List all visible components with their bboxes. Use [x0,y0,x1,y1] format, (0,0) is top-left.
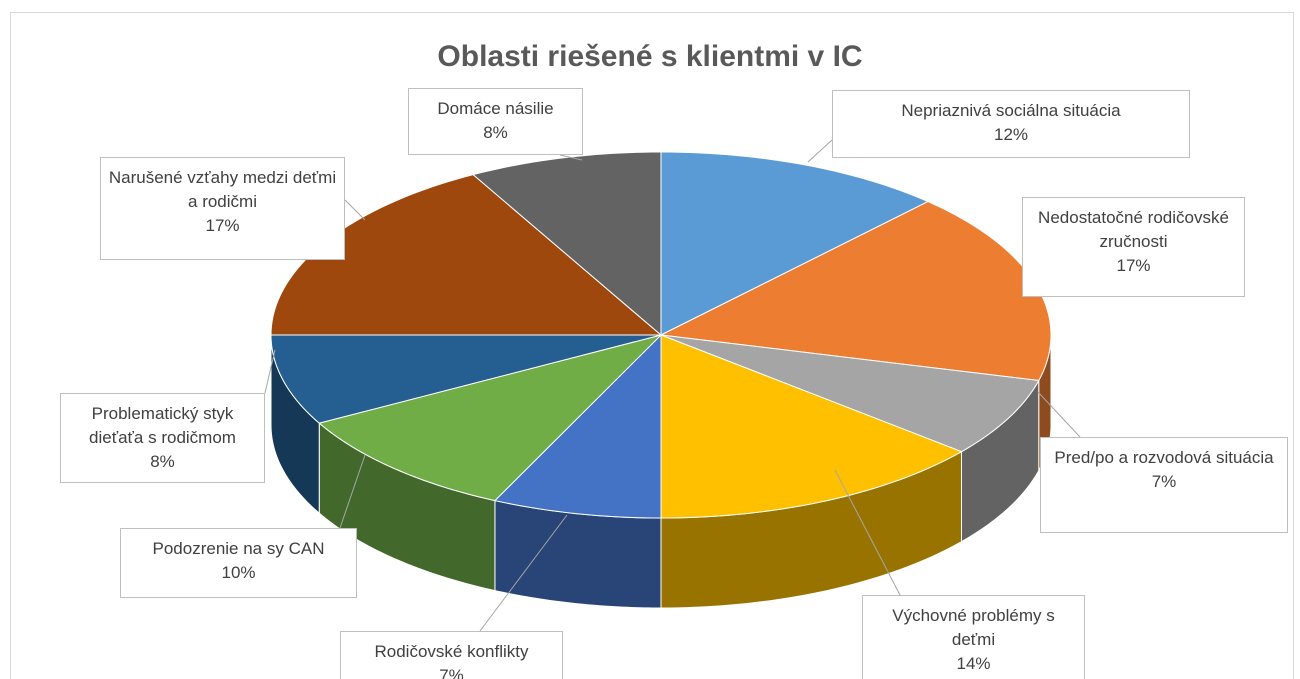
slice [472,151,662,337]
data-label: Problematický styk dieťaťa s rodičmom 8% [60,393,265,483]
slice [660,334,963,519]
data-label: Nepriaznivá sociálna situácia 12% [832,90,1190,158]
label-category: Pred/po a rozvodová situácia [1054,448,1274,467]
label-value: 17% [205,216,240,235]
data-label: Podozrenie na sy CAN 10% [120,528,357,598]
leader-line [264,349,276,394]
slice [270,334,662,424]
data-label: Nedostatočné rodičovské zručnosti 17% [1022,197,1245,297]
chart-title: Oblasti riešené s klientmi v IC [437,40,863,73]
label-category: Podozrenie na sy CAN [152,539,325,558]
label-category: Narušené vzťahy medzi deťmi a rodičmi [108,168,337,211]
data-label: Výchovné problémy s deťmi 14% [862,595,1085,679]
leader-line [559,154,583,161]
leader-line [1037,391,1081,438]
slice [660,334,1040,453]
leader-line [344,199,366,221]
label-category: Problematický styk dieťaťa s rodičmom [89,404,236,447]
label-category: Nedostatočné rodičovské zručnosti [1038,208,1229,251]
leader-line [834,469,901,596]
label-value: 7% [439,666,464,679]
leader-line [479,514,568,632]
slice [318,334,663,502]
label-category: Nepriaznivá sociálna situácia [901,101,1121,120]
label-category: Domáce násilie [437,99,554,118]
data-label: Domáce násilie 8% [408,88,583,155]
label-category: Rodičovské konflikty [374,642,529,661]
label-category: Výchovné problémy s deťmi [892,606,1055,649]
label-value: 14% [956,654,991,673]
label-value: 8% [483,123,508,142]
slice [660,151,930,336]
data-label: Pred/po a rozvodová situácia 7% [1040,437,1288,533]
leader-line [807,139,833,163]
data-label: Narušené vzťahy medzi deťmi a rodičmi 17% [100,157,345,260]
chart-frame [10,12,1294,679]
label-value: 7% [1151,472,1177,491]
label-value: 8% [150,452,175,471]
label-value: 12% [993,125,1029,144]
slice [493,333,662,519]
label-value: 10% [221,563,256,582]
leader-line [339,454,366,529]
label-value: 17% [1116,256,1151,275]
data-label: Rodičovské konflikty 7% [340,631,563,679]
